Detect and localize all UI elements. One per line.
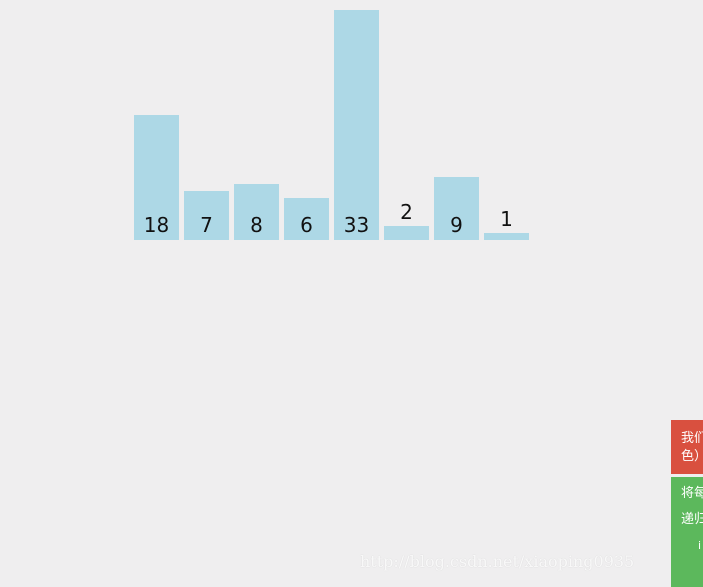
panel-text-line: 递归 <box>681 512 703 527</box>
bar <box>284 198 329 240</box>
bar-value-label: 18 <box>143 213 170 237</box>
bar-value-label: 9 <box>450 213 463 237</box>
info-panel-green: 将每 递归 i <box>671 477 703 587</box>
bar <box>384 226 429 240</box>
bar-value-label: 6 <box>300 213 313 237</box>
bar <box>484 233 529 240</box>
bar-value-label: 8 <box>250 213 263 237</box>
panel-text-line: 色） <box>681 449 703 464</box>
bar-value-label: 2 <box>400 200 413 225</box>
bar <box>434 177 479 240</box>
bar-value-label: 1 <box>500 207 513 232</box>
watermark: http://blog.csdn.net/xiaoping0935 <box>360 552 635 571</box>
bar <box>134 114 179 240</box>
bar <box>334 10 379 240</box>
bar-value-label: 7 <box>200 213 213 237</box>
bar <box>234 184 279 240</box>
bar <box>184 191 229 240</box>
info-panel-red: 我们 色） <box>671 420 703 474</box>
bar-value-label: 33 <box>343 213 370 237</box>
panel-text-line: i <box>698 539 702 552</box>
bar-chart: 18 7 8 6 33 2 9 1 <box>0 0 703 260</box>
panel-text-line: 我们 <box>681 431 703 446</box>
panel-text-line: 将每 <box>681 486 703 501</box>
